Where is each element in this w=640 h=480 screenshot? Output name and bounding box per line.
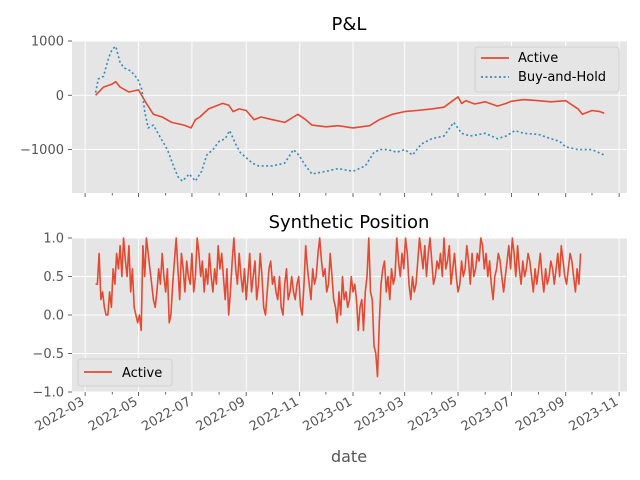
series-line-buy-and-hold [94,45,605,182]
legend-label-active: Active [518,51,558,66]
y-tick-label: −0.5 [32,347,64,362]
y-tick-label: 0.5 [43,270,64,285]
pnl-series [94,45,605,182]
legend-label-active: Active [122,366,162,381]
pnl-title: P&L [332,14,367,35]
y-tick-label: 1000 [31,35,64,50]
pnl-grid [72,40,627,193]
y-tick-label: 0.0 [43,309,64,324]
pnl-legend: Active Buy-and-Hold [474,46,620,93]
position-x-axis-label: date [331,447,367,466]
position-series [95,237,582,378]
series-line-active [95,80,605,129]
position-legend: Active [77,358,173,387]
y-tick-label: −1.0 [32,386,64,401]
series-line-active [95,237,582,378]
pnl-legend-box [474,46,620,93]
pnl-panel: P&L −1000 0 1000 Active Buy-and-Hold [20,14,627,197]
pnl-y-axis: −1000 0 1000 [20,35,72,158]
position-legend-box [77,358,173,387]
pnl-x-axis [84,193,620,197]
y-tick-label: 1.0 [43,232,64,247]
y-tick-label: 0 [56,89,64,104]
position-title: Synthetic Position [269,212,430,233]
legend-label-buy-and-hold: Buy-and-Hold [518,70,606,85]
position-y-axis: −1.0 −0.5 0.0 0.5 1.0 [32,232,72,401]
y-tick-label: −1000 [20,143,64,158]
